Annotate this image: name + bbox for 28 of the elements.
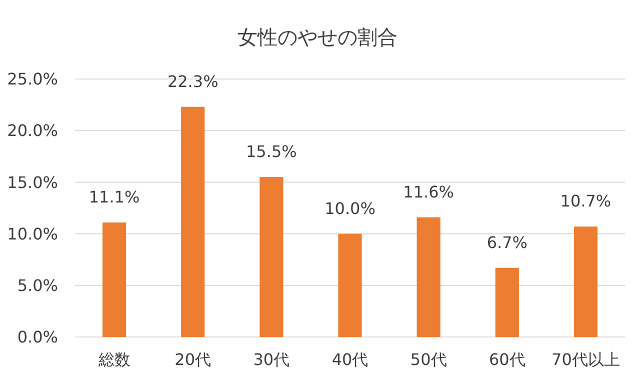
chart-title: 女性のやせの割合 — [238, 25, 398, 49]
x-tick-label: 20代 — [174, 350, 212, 369]
y-tick-label: 10.0% — [7, 224, 58, 244]
bar — [260, 177, 284, 337]
y-tick-label: 15.0% — [7, 172, 58, 192]
bar — [338, 234, 362, 337]
x-tick-label: 60代 — [488, 350, 526, 369]
y-tick-label: 0.0% — [17, 328, 58, 347]
bar — [181, 106, 205, 337]
bar — [102, 222, 126, 337]
data-label: 11.6% — [403, 182, 454, 202]
x-tick-label: 70代以上 — [552, 350, 620, 369]
data-label: 10.7% — [560, 192, 612, 211]
data-label: 15.5% — [246, 142, 297, 162]
data-label: 22.3% — [167, 72, 218, 91]
bar — [574, 226, 598, 337]
y-tick-label: 20.0% — [7, 121, 58, 140]
x-tick-label: 総数 — [97, 350, 130, 369]
data-label: 6.7% — [486, 232, 528, 252]
data-label: 11.1% — [88, 187, 140, 206]
x-tick-label: 40代 — [332, 350, 368, 369]
x-tick-label: 50代 — [410, 350, 447, 369]
y-tick-label: 25.0% — [7, 70, 58, 89]
bar — [416, 217, 440, 337]
bar — [495, 268, 519, 337]
y-tick-label: 5.0% — [17, 276, 58, 295]
x-tick-label: 30代 — [253, 350, 290, 369]
data-label: 10.0% — [324, 198, 376, 218]
